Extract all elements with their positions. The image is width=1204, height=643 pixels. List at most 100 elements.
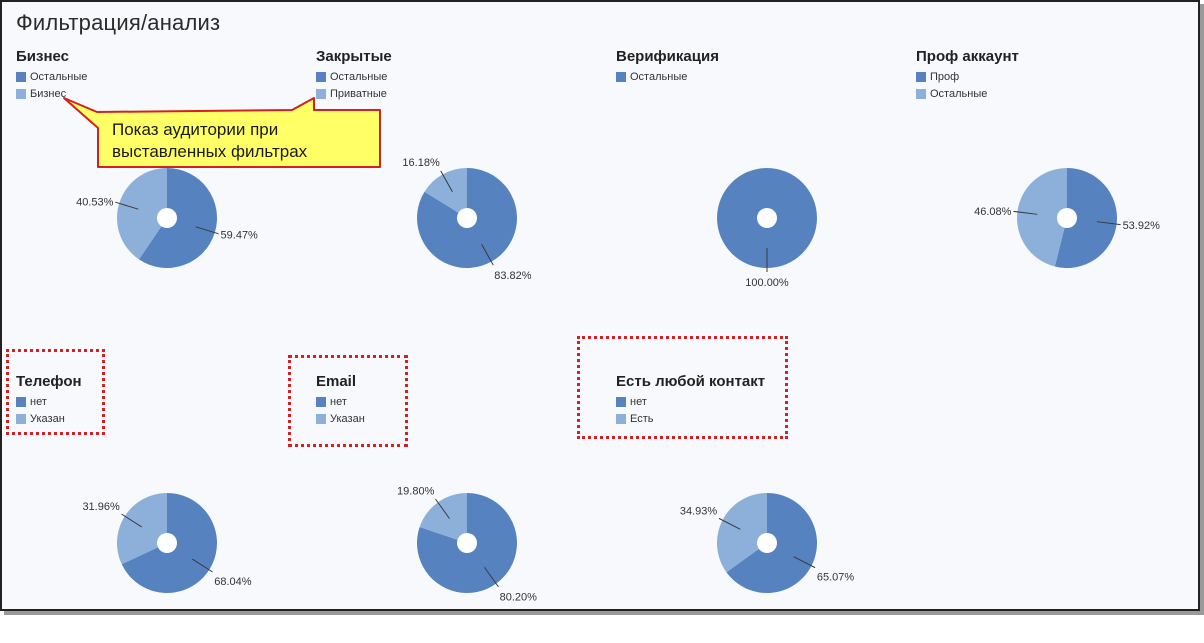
pie-slice xyxy=(116,493,167,565)
legend-swatch xyxy=(316,88,326,99)
legend-item: Указан xyxy=(16,410,65,427)
pie-slice xyxy=(717,493,767,573)
pie-slice xyxy=(116,168,167,260)
pie-chart-pro-account: Проф аккаунт Проф Остальные 53.92% 46.08% xyxy=(916,48,1204,318)
pie-percent-label: 100.00% xyxy=(745,277,789,289)
legend-label: Остальные xyxy=(30,70,88,83)
legend-swatch xyxy=(616,71,626,82)
pie-percent-label: 31.96% xyxy=(82,501,120,513)
pie-svg: 59.47% 40.53% xyxy=(76,168,259,268)
legend-label: Бизнес xyxy=(30,87,67,100)
pie-chart-phone: Телефон нет Указан 68.04% 31.96% xyxy=(16,373,306,643)
leader-line xyxy=(115,201,139,210)
chart-legend: Остальные Бизнес xyxy=(16,68,87,102)
legend-label: Проф xyxy=(930,70,960,83)
legend-swatch xyxy=(16,413,26,424)
legend-label: Есть xyxy=(630,412,654,425)
legend-item: Остальные xyxy=(16,68,87,85)
pie-svg: 100.00% xyxy=(717,168,817,289)
legend-item: Приватные xyxy=(316,85,387,102)
chart-legend: нет Есть xyxy=(616,393,653,427)
leader-line xyxy=(1013,210,1038,215)
callout-bubble xyxy=(63,97,381,168)
legend-item: Указан xyxy=(316,410,365,427)
leader-line xyxy=(435,498,450,519)
pie-slice xyxy=(424,168,467,218)
pie-slice xyxy=(138,168,218,268)
donut-hole xyxy=(757,208,777,228)
pie-slice xyxy=(419,493,467,543)
donut-hole xyxy=(157,208,177,228)
legend-swatch xyxy=(916,71,926,82)
legend-label: Указан xyxy=(330,412,365,425)
legend-label: Указан xyxy=(30,412,65,425)
chart-title: Телефон xyxy=(16,373,82,390)
legend-label: Остальные xyxy=(330,70,388,83)
chart-legend: Остальные xyxy=(616,68,687,85)
chart-title: Есть любой контакт xyxy=(616,373,766,390)
legend-item: Бизнес xyxy=(16,85,87,102)
pie-percent-label: 59.47% xyxy=(221,229,259,241)
legend-label: нет xyxy=(630,395,647,408)
legend-swatch xyxy=(16,88,26,99)
legend-item: нет xyxy=(616,393,653,410)
legend-item: Проф xyxy=(916,68,987,85)
pie-svg: 80.20% 19.80% xyxy=(397,485,538,604)
pie-chart-any-contact: Есть любой контакт нет Есть 65.07% 34.93% xyxy=(616,373,906,643)
chart-legend: нет Указан xyxy=(316,393,365,427)
chart-title: Верификация xyxy=(616,48,719,65)
chart-title: Закрытые xyxy=(316,48,392,65)
leader-line xyxy=(192,558,213,573)
donut-hole xyxy=(457,208,477,228)
highlight-box-email xyxy=(288,355,408,447)
callout-text: Показ аудитории при выставленных фильтра… xyxy=(112,119,382,163)
legend-swatch xyxy=(16,396,26,407)
pie-svg: 53.92% 46.08% xyxy=(974,168,1161,268)
pie-chart-verification: Верификация Остальные 100.00% xyxy=(616,48,906,318)
pie-chart-email: Email нет Указан 80.20% 19.80% xyxy=(316,373,606,643)
legend-label: Остальные xyxy=(630,70,688,83)
pie-percent-label: 83.82% xyxy=(494,270,532,282)
pie-percent-label: 19.80% xyxy=(397,485,435,497)
pie-chart-closed: Закрытые Остальные Приватные 83.82% 16.18% xyxy=(316,48,606,318)
pie-svg: 68.04% 31.96% xyxy=(82,493,252,593)
chart-legend: нет Указан xyxy=(16,393,65,427)
legend-swatch xyxy=(616,396,626,407)
legend-swatch xyxy=(16,71,26,82)
leader-line xyxy=(1096,221,1121,226)
pie-svg: 83.82% 16.18% xyxy=(402,157,532,282)
leader-line xyxy=(793,556,816,569)
legend-item: Остальные xyxy=(916,85,987,102)
pie-percent-label: 46.08% xyxy=(974,206,1012,218)
chart-title: Проф аккаунт xyxy=(916,48,1019,65)
leader-line xyxy=(718,517,741,530)
pie-slice xyxy=(1054,168,1117,268)
legend-label: Приватные xyxy=(330,87,387,100)
chart-title: Email xyxy=(316,373,357,390)
callout-text-line-2: выставленных фильтрах xyxy=(112,142,308,161)
pie-percent-label: 34.93% xyxy=(680,505,718,517)
chart-title: Бизнес xyxy=(16,48,70,65)
pie-percent-label: 68.04% xyxy=(214,576,252,588)
pie-svg: 65.07% 34.93% xyxy=(680,493,854,593)
highlight-box-phone xyxy=(6,349,105,435)
donut-hole xyxy=(457,533,477,553)
pie-slice xyxy=(1017,168,1067,267)
leader-line xyxy=(484,567,499,588)
legend-swatch xyxy=(316,413,326,424)
pie-percent-label: 80.20% xyxy=(500,592,538,604)
legend-swatch xyxy=(316,396,326,407)
donut-hole xyxy=(1057,208,1077,228)
pie-percent-label: 40.53% xyxy=(76,197,114,209)
pie-percent-label: 53.92% xyxy=(1123,220,1161,232)
legend-swatch xyxy=(916,88,926,99)
leader-line xyxy=(481,243,494,266)
legend-item: Остальные xyxy=(316,68,387,85)
donut-hole xyxy=(157,533,177,553)
report-frame: Фильтрация/анализ Бизнес Остальные Бизнес 5… xyxy=(0,0,1200,611)
pie-chart-business: Бизнес Остальные Бизнес 59.47% 40.53% xyxy=(16,48,306,318)
legend-label: Остальные xyxy=(930,87,988,100)
leader-line xyxy=(195,226,219,235)
legend-item: нет xyxy=(16,393,65,410)
chart-legend: Проф Остальные xyxy=(916,68,987,102)
